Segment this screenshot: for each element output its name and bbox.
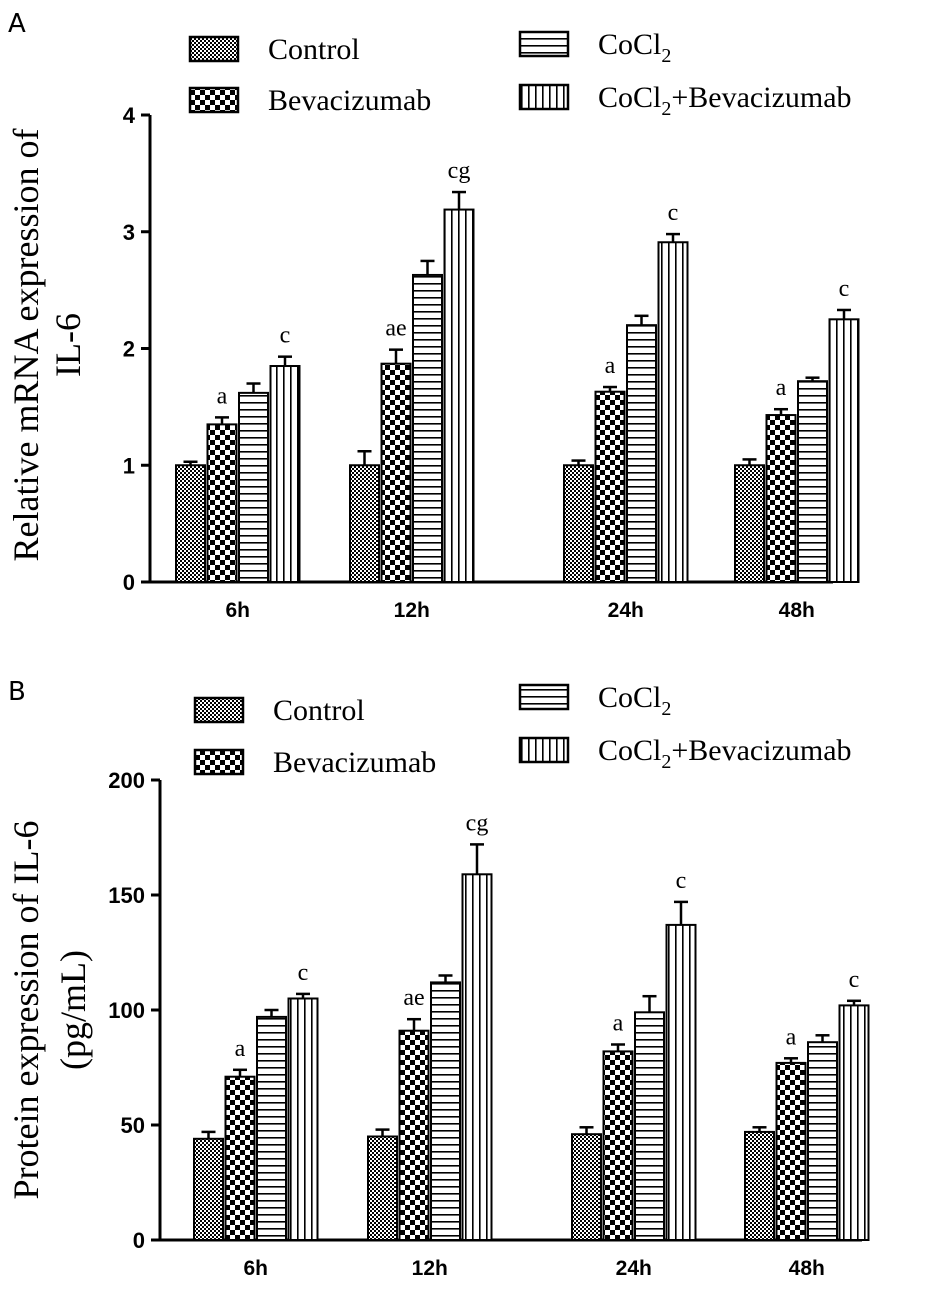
bar	[380, 362, 412, 583]
bar	[775, 1061, 807, 1242]
significance-label: ae	[403, 985, 424, 1011]
legend-label: Control	[273, 694, 365, 727]
y-axis-label: Relative mRNA expression of	[6, 129, 46, 562]
y-tick-label: 200	[108, 768, 145, 793]
bar	[838, 1004, 870, 1242]
panel-letter: B	[8, 677, 26, 707]
panel-letter: A	[8, 9, 26, 39]
bar	[175, 464, 206, 583]
bar	[602, 1050, 634, 1242]
y-tick-label: 4	[123, 103, 136, 128]
significance-label: c	[676, 868, 687, 894]
bar	[461, 873, 493, 1241]
bar	[563, 464, 594, 583]
legend-swatch	[193, 748, 245, 776]
significance-label: c	[668, 200, 679, 226]
legend-swatch	[193, 696, 245, 724]
significance-label: a	[235, 1036, 246, 1062]
legend-label: CoCl2+Bevacizumab	[598, 81, 852, 120]
legend-swatch	[518, 30, 570, 58]
bar	[657, 241, 689, 583]
significance-label: a	[605, 353, 616, 379]
bar	[626, 324, 657, 583]
y-tick-label: 150	[108, 883, 145, 908]
y-tick-label: 50	[121, 1113, 145, 1138]
bar	[744, 1130, 775, 1242]
y-tick-label: 2	[123, 337, 135, 362]
bar	[634, 1011, 665, 1241]
x-tick-label: 6h	[243, 1257, 268, 1280]
legend-label: CoCl2+Bevacizumab	[598, 734, 852, 773]
legend-label: CoCl2	[598, 681, 671, 720]
legend-label: Control	[268, 33, 360, 66]
bar	[193, 1137, 224, 1242]
bar	[594, 390, 626, 584]
y-tick-label: 100	[108, 998, 145, 1023]
bar	[269, 365, 301, 584]
significance-label: a	[217, 383, 228, 409]
bar	[797, 380, 828, 583]
x-tick-label: 48h	[779, 599, 815, 622]
x-tick-label: 48h	[789, 1257, 825, 1280]
bar	[367, 1135, 398, 1241]
legend-label: Bevacizumab	[273, 746, 436, 779]
bar	[665, 923, 697, 1242]
significance-label: cg	[448, 158, 471, 184]
panel-b-chart: B Protein expression of IL-6 (pg/mL) 0 50 100…	[6, 677, 870, 1280]
bar	[571, 1133, 602, 1241]
bar	[238, 391, 269, 583]
bar	[443, 208, 475, 583]
legend-swatch	[518, 736, 570, 764]
bar	[224, 1075, 256, 1241]
bar	[287, 997, 319, 1241]
panel-a-chart: A Relative mRNA expression of IL-6 0 1 2 3 4 a c 6…	[6, 9, 860, 622]
y-tick-label: 0	[133, 1228, 145, 1253]
significance-label: a	[786, 1024, 797, 1050]
bar	[206, 423, 238, 584]
significance-label: cg	[466, 810, 489, 836]
bar	[412, 273, 443, 583]
x-tick-label: 12h	[412, 1257, 448, 1280]
significance-label: c	[839, 276, 850, 302]
y-axis-label: Protein expression of IL-6	[6, 821, 46, 1200]
significance-label: c	[280, 323, 291, 349]
y-tick-label: 0	[123, 570, 135, 595]
x-tick-label: 24h	[608, 599, 644, 622]
bar	[256, 1015, 287, 1242]
bar	[398, 1029, 430, 1241]
significance-label: ae	[385, 316, 406, 342]
x-tick-label: 24h	[616, 1257, 652, 1280]
bar	[734, 464, 765, 583]
y-axis-label: (pg/mL)	[53, 950, 93, 1070]
bar	[828, 318, 860, 583]
significance-label: a	[776, 375, 787, 401]
y-tick-label: 1	[123, 453, 135, 478]
y-tick-label: 3	[123, 220, 135, 245]
legend-label: CoCl2	[598, 28, 671, 67]
significance-label: a	[613, 1011, 624, 1037]
y-axis-label: IL-6	[48, 313, 88, 377]
significance-label: c	[849, 967, 860, 993]
bar	[765, 414, 797, 583]
legend-swatch	[188, 86, 240, 114]
bar	[430, 981, 461, 1242]
legend-label: Bevacizumab	[268, 84, 431, 117]
bar	[807, 1041, 838, 1241]
legend-swatch	[518, 683, 570, 711]
bar	[349, 464, 380, 583]
x-tick-label: 12h	[394, 599, 430, 622]
significance-label: c	[298, 960, 309, 986]
legend-swatch	[188, 35, 240, 63]
x-tick-label: 6h	[225, 599, 250, 622]
legend-swatch	[518, 83, 570, 111]
